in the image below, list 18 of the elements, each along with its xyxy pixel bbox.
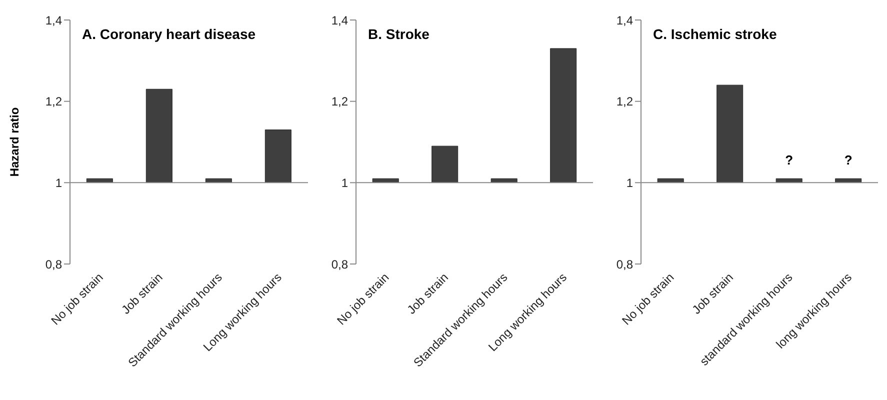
y-tick-label: 0,8	[616, 257, 634, 272]
y-tick-label: 1	[341, 176, 348, 190]
y-tick-label: 1	[55, 176, 62, 190]
y-tick-label: 0,8	[45, 257, 62, 272]
y-tick-label: 1,4	[331, 13, 348, 28]
chart-title: B. Stroke	[368, 26, 430, 42]
y-tick-label: 0,8	[331, 257, 348, 272]
chart-title: A. Coronary heart disease	[82, 26, 256, 42]
y-tick-label: 1	[626, 176, 634, 190]
y-tick-label: 1,4	[45, 13, 62, 28]
annotation: ?	[844, 152, 852, 168]
y-axis-title: Hazard ratio	[7, 107, 22, 177]
annotation: ?	[785, 152, 794, 168]
y-tick-label: 1,2	[616, 94, 634, 109]
chart-title: C. Ischemic stroke	[653, 26, 777, 42]
y-tick-label: 1,4	[616, 13, 634, 28]
y-tick-label: 1,2	[331, 94, 348, 109]
y-tick-label: 1,2	[45, 94, 62, 109]
